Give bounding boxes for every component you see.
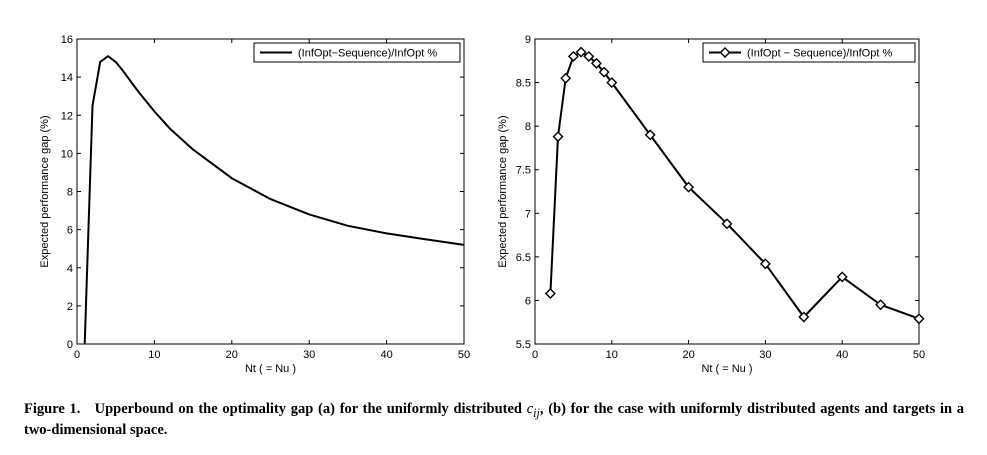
legend-box: [702, 42, 916, 63]
y-tick-label: 6: [67, 225, 73, 237]
caption-text-after: , (b) for the case with uniformly distri…: [24, 401, 965, 438]
data-point: [552, 131, 564, 143]
chart-b: 0 10 20 30 40 50 5.5 6 6.5 7 7.5 8 8.5 9 Nt ( = Nu ) Ex…: [497, 34, 925, 375]
x-axis-label: Nt ( = Nu ): [245, 363, 296, 375]
y-tick-label: 12: [61, 110, 73, 122]
chart-a: 0 10 20 30 40 50 0 2 4 6 8 10 12 14 16 Nt ( = Nu ) Expec…: [39, 34, 470, 375]
data-point: [590, 57, 602, 69]
data-point: [913, 313, 925, 325]
x-tick-label: 0: [532, 349, 538, 361]
data-point: [575, 46, 587, 58]
y-tick-label: 0: [67, 339, 73, 351]
x-tick-label: 20: [226, 349, 238, 361]
caption-math: cij: [526, 401, 540, 420]
y-tick-label: 8: [67, 187, 73, 199]
data-point: [583, 50, 595, 62]
legend-box: [253, 42, 461, 63]
x-tick-label: 10: [606, 349, 618, 361]
x-tick-label: 50: [458, 349, 470, 361]
y-tick-label: 7.5: [516, 165, 531, 177]
x-axis-label: Nt ( = Nu ): [701, 363, 752, 375]
y-tick-label: 5.5: [516, 339, 531, 351]
data-point: [798, 311, 810, 323]
caption-math-symbol: c: [526, 401, 534, 417]
data-point: [544, 287, 556, 299]
x-tick-label: 20: [682, 349, 694, 361]
caption-label: Figure 1.: [24, 401, 81, 417]
x-tick-label: 50: [913, 349, 925, 361]
caption-math-subscript: ij: [533, 405, 540, 420]
legend-label: (InfOpt − Sequence)/InfOpt %: [747, 48, 892, 60]
x-tick-label: 30: [759, 349, 771, 361]
legend-marker: [719, 47, 731, 58]
data-point: [683, 181, 695, 193]
data-point: [560, 72, 572, 84]
data-point: [836, 271, 848, 283]
y-tick-label: 4: [67, 263, 73, 275]
y-tick-label: 7: [525, 208, 531, 220]
x-tick-label: 10: [148, 349, 160, 361]
data-point: [598, 66, 610, 78]
data-point: [875, 299, 887, 311]
data-point: [721, 218, 733, 230]
data-point: [606, 77, 618, 89]
y-tick-label: 9: [525, 34, 531, 46]
figure-caption: Figure 1. Upperbound on the optimality g…: [24, 401, 964, 439]
plot-frame: [534, 38, 920, 345]
data-point: [759, 258, 771, 270]
y-axis-label: Expected performance gap (%): [497, 115, 509, 267]
y-tick-label: 14: [61, 72, 73, 84]
x-tick-label: 40: [836, 349, 848, 361]
y-tick-label: 10: [61, 148, 73, 160]
x-tick-label: 0: [74, 349, 80, 361]
y-tick-label: 8: [525, 121, 531, 133]
x-tick-label: 30: [303, 349, 315, 361]
y-tick-label: 16: [61, 34, 73, 46]
series-line: [549, 51, 920, 320]
y-axis-label: Expected performance gap (%): [39, 115, 51, 267]
y-tick-label: 2: [67, 301, 73, 313]
legend-label: (InfOpt−Sequence)/InfOpt %: [298, 48, 437, 60]
plot-frame: [76, 38, 465, 345]
x-tick-label: 40: [380, 349, 392, 361]
y-tick-label: 6.5: [516, 252, 531, 264]
y-tick-label: 6: [525, 295, 531, 307]
data-point: [644, 129, 656, 141]
y-tick-label: 8.5: [516, 78, 531, 90]
data-point: [567, 50, 579, 62]
series-line: [83, 55, 465, 345]
caption-text-before: Upperbound on the optimality gap (a) for…: [94, 401, 522, 417]
charts-canvas: 0 10 20 30 40 50 0 2 4 6 8 10 12 14 16 Nt ( = Nu ) Expec…: [39, 34, 925, 375]
